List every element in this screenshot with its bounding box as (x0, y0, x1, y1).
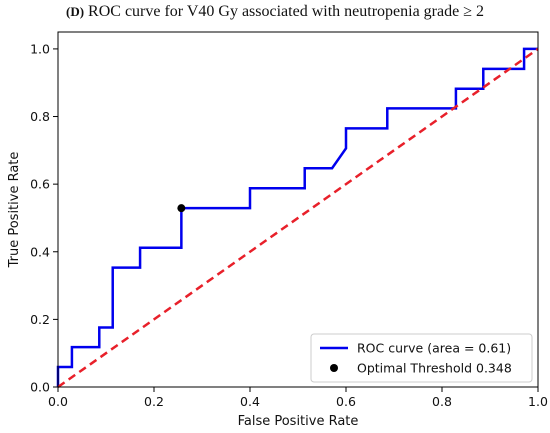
y-tick-label: 0.6 (30, 177, 50, 192)
chance-diagonal-line (57, 47, 539, 389)
optimal-threshold-point (177, 204, 186, 213)
x-tick-label: 0.2 (144, 394, 164, 409)
x-axis-label: False Positive Rate (238, 414, 359, 429)
chart-title-prefix: (D) (66, 4, 85, 19)
x-tick-label: 0.4 (240, 394, 260, 409)
plot-area (56, 31, 539, 389)
y-tick-label: 0.4 (30, 244, 50, 259)
chart-title: (D) ROC curve for V40 Gy associated with… (0, 3, 550, 21)
x-tick-label: 0.0 (48, 394, 68, 409)
y-tick-label: 0.8 (30, 109, 50, 124)
chart-title-text: ROC curve for V40 Gy associated with neu… (88, 3, 484, 20)
legend: ROC curve (area = 0.61) Optimal Threshol… (310, 333, 533, 383)
roc-curve-line (56, 47, 538, 387)
legend-roc-label: ROC curve (area = 0.61) (357, 341, 511, 356)
axis-ticks: 0.0 0.2 0.4 0.6 0.8 1.0 0.0 0.2 0.4 0.6 0.8 1.0 (30, 41, 548, 409)
legend-point-swatch (330, 364, 338, 372)
legend-box (310, 333, 533, 383)
legend-point-label: Optimal Threshold 0.348 (357, 361, 512, 376)
y-tick-label: 0.2 (30, 312, 50, 327)
x-tick-label: 0.8 (432, 394, 452, 409)
axes-frame (57, 31, 539, 388)
y-tick-label: 0.0 (30, 380, 50, 395)
y-tick-label: 1.0 (30, 41, 50, 56)
y-axis-label: True Positive Rate (7, 152, 22, 269)
x-tick-label: 1.0 (528, 394, 548, 409)
x-tick-label: 0.6 (336, 394, 356, 409)
